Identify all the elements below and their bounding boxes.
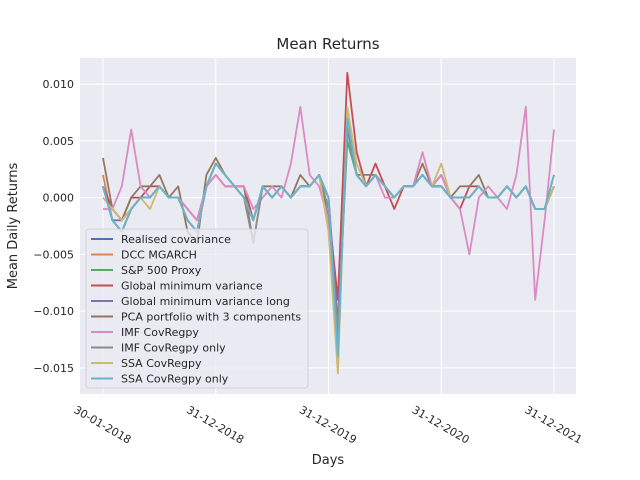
y-tick-label: −0.005 (33, 248, 74, 261)
legend-label-ssa-covregpy-only: SSA CovRegpy only (121, 373, 229, 386)
legend-label-imf-covregpy: IMF CovRegpy (121, 326, 199, 339)
y-tick-label: 0.005 (43, 135, 75, 148)
x-tick-labels: 30-01-2018 31-12-2018 31-12-2019 31-12-2020… (72, 403, 585, 446)
legend-label-ssa-covregpy: SSA CovRegpy (121, 357, 202, 370)
series-lines (102, 71, 555, 375)
x-axis-title: Days (312, 453, 345, 468)
y-tick-label: 0.000 (43, 192, 75, 205)
legend-label-s-p-500-proxy: S&P 500 Proxy (121, 264, 202, 277)
chart-title: Mean Returns (276, 35, 379, 53)
legend-label-realised-covariance: Realised covariance (121, 233, 231, 246)
legend-label-pca-portfolio-with-3-components: PCA portfolio with 3 components (121, 311, 301, 324)
y-tick-label: 0.010 (43, 78, 75, 91)
x-tick-label: 31-12-2021 (523, 403, 585, 446)
legend-label-imf-covregpy-only: IMF CovRegpy only (121, 342, 226, 355)
legend-label-global-minimum-variance: Global minimum variance (121, 280, 263, 293)
y-tick-label: −0.010 (33, 305, 74, 318)
y-tick-labels: 0.010 0.005 0.000 −0.005 −0.010 −0.015 (33, 78, 74, 375)
x-tick-label: 30-01-2018 (72, 403, 134, 446)
legend-label-dcc-mgarch: DCC MGARCH (121, 249, 197, 262)
legend-label-global-minimum-variance-long: Global minimum variance long (121, 295, 290, 308)
x-tick-label: 31-12-2019 (297, 403, 359, 446)
x-tick-label: 31-12-2018 (184, 403, 246, 446)
series-line-ssa-covregpy-only (102, 117, 555, 358)
x-tick-label: 31-12-2020 (410, 403, 472, 446)
y-axis-title: Mean Daily Returns (6, 163, 21, 290)
legend-box (85, 228, 309, 389)
legend: Realised covariance DCC MGARCH S&P 500 Pro… (85, 228, 309, 389)
y-tick-label: −0.015 (33, 362, 74, 375)
